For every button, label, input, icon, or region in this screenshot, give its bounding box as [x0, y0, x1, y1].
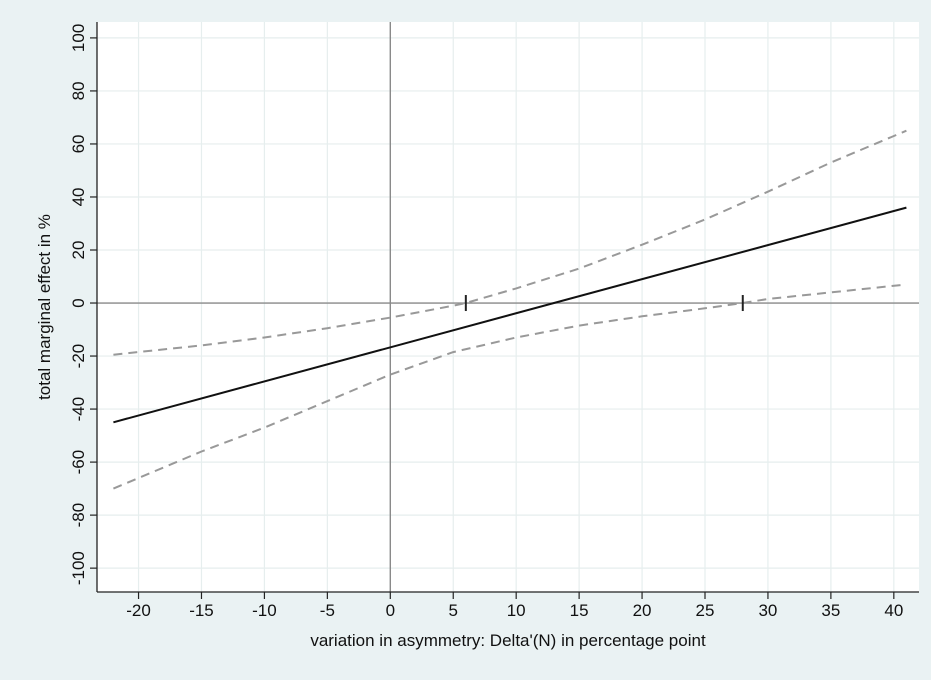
plot-region — [97, 22, 919, 592]
y-tick-label: -40 — [69, 397, 88, 422]
x-tick-label: 20 — [633, 601, 652, 620]
x-tick-label: 10 — [507, 601, 526, 620]
y-tick-label: 100 — [69, 24, 88, 52]
x-tick-label: 40 — [884, 601, 903, 620]
x-tick-label: 0 — [386, 601, 395, 620]
x-axis-label: variation in asymmetry: Delta'(N) in per… — [310, 631, 706, 650]
y-tick-label: 60 — [69, 134, 88, 153]
grid — [97, 22, 919, 592]
x-tick-label: 30 — [758, 601, 777, 620]
y-tick-label: -100 — [69, 551, 88, 585]
x-tick-label: 25 — [696, 601, 715, 620]
y-tick-label: -80 — [69, 503, 88, 528]
x-tick-label: -5 — [320, 601, 335, 620]
x-tick-label: -15 — [189, 601, 214, 620]
series-layer — [113, 129, 907, 490]
lower-ci-line — [113, 283, 907, 490]
x-tick-label: 35 — [821, 601, 840, 620]
x-tick-label: 15 — [570, 601, 589, 620]
y-tick-label: 40 — [69, 188, 88, 207]
y-ticks: 100 80 60 40 20 0 -20 -40 -60 -80 -100 — [69, 24, 97, 585]
x-tick-label: 5 — [449, 601, 458, 620]
x-tick-label: -20 — [126, 601, 151, 620]
reference-lines — [97, 22, 919, 592]
marker-layer — [464, 295, 744, 312]
y-tick-label: 80 — [69, 81, 88, 100]
estimate-line — [113, 206, 907, 424]
upper-ci-line — [113, 129, 907, 356]
y-tick-label: -60 — [69, 450, 88, 475]
x-tick-label: -10 — [252, 601, 277, 620]
axes — [96, 22, 919, 593]
y-tick-label: 0 — [69, 298, 88, 307]
x-ticks: -20 -15 -10 -5 0 5 10 15 20 25 30 35 40 — [126, 592, 903, 620]
y-tick-label: -20 — [69, 344, 88, 369]
y-tick-label: 20 — [69, 241, 88, 260]
y-axis-label: total marginal effect in % — [35, 214, 54, 400]
